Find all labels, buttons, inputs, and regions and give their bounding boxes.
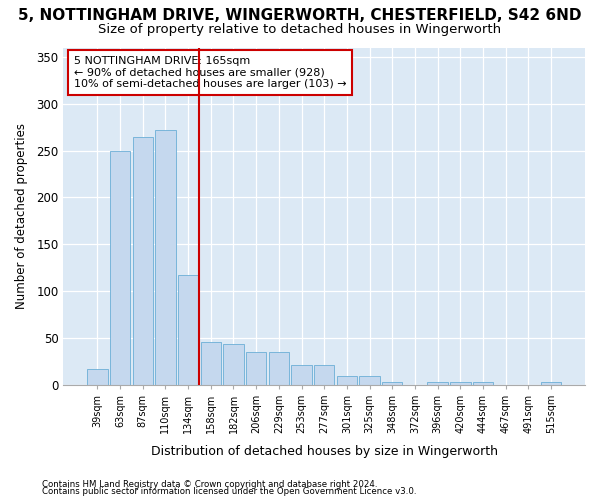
Text: Size of property relative to detached houses in Wingerworth: Size of property relative to detached ho… bbox=[98, 22, 502, 36]
Bar bbox=[541, 382, 561, 385]
Bar bbox=[427, 382, 448, 385]
Y-axis label: Number of detached properties: Number of detached properties bbox=[15, 123, 28, 309]
Bar bbox=[292, 365, 312, 385]
Bar bbox=[223, 344, 244, 385]
Bar bbox=[450, 382, 470, 385]
Bar bbox=[246, 352, 266, 385]
Text: Contains public sector information licensed under the Open Government Licence v3: Contains public sector information licen… bbox=[42, 487, 416, 496]
Bar bbox=[133, 136, 153, 385]
Text: 5 NOTTINGHAM DRIVE: 165sqm
← 90% of detached houses are smaller (928)
10% of sem: 5 NOTTINGHAM DRIVE: 165sqm ← 90% of deta… bbox=[74, 56, 347, 89]
X-axis label: Distribution of detached houses by size in Wingerworth: Distribution of detached houses by size … bbox=[151, 444, 498, 458]
Bar bbox=[110, 150, 130, 385]
Bar bbox=[155, 130, 176, 385]
Bar bbox=[314, 365, 334, 385]
Bar bbox=[269, 352, 289, 385]
Text: 5, NOTTINGHAM DRIVE, WINGERWORTH, CHESTERFIELD, S42 6ND: 5, NOTTINGHAM DRIVE, WINGERWORTH, CHESTE… bbox=[18, 8, 582, 22]
Bar bbox=[178, 275, 199, 385]
Bar bbox=[87, 369, 107, 385]
Bar bbox=[473, 382, 493, 385]
Bar bbox=[200, 342, 221, 385]
Bar bbox=[337, 376, 357, 385]
Text: Contains HM Land Registry data © Crown copyright and database right 2024.: Contains HM Land Registry data © Crown c… bbox=[42, 480, 377, 489]
Bar bbox=[382, 382, 403, 385]
Bar bbox=[359, 376, 380, 385]
